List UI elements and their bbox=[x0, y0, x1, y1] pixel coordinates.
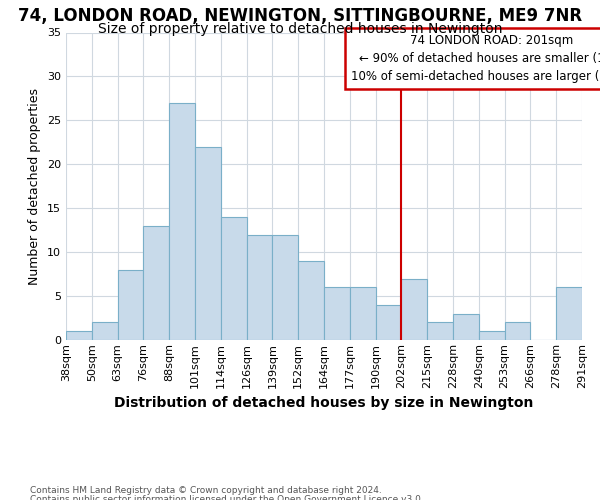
Bar bbox=[324, 288, 350, 340]
Bar bbox=[556, 288, 582, 340]
Bar bbox=[92, 322, 118, 340]
Bar bbox=[401, 278, 427, 340]
Text: 74, LONDON ROAD, NEWINGTON, SITTINGBOURNE, ME9 7NR: 74, LONDON ROAD, NEWINGTON, SITTINGBOURN… bbox=[18, 8, 582, 26]
Bar bbox=[376, 305, 401, 340]
Bar bbox=[298, 261, 324, 340]
Text: Contains public sector information licensed under the Open Government Licence v3: Contains public sector information licen… bbox=[30, 495, 424, 500]
Bar bbox=[350, 288, 376, 340]
Bar bbox=[118, 270, 143, 340]
Bar bbox=[66, 331, 92, 340]
Text: Contains HM Land Registry data © Crown copyright and database right 2024.: Contains HM Land Registry data © Crown c… bbox=[30, 486, 382, 495]
Bar bbox=[427, 322, 453, 340]
Bar bbox=[195, 146, 221, 340]
Bar bbox=[272, 234, 298, 340]
Text: 74 LONDON ROAD: 201sqm
← 90% of detached houses are smaller (136)
10% of semi-de: 74 LONDON ROAD: 201sqm ← 90% of detached… bbox=[351, 34, 600, 84]
Bar bbox=[505, 322, 530, 340]
Y-axis label: Number of detached properties: Number of detached properties bbox=[28, 88, 41, 285]
Bar bbox=[169, 103, 195, 340]
Bar bbox=[221, 217, 247, 340]
Bar bbox=[453, 314, 479, 340]
Bar bbox=[143, 226, 169, 340]
Text: Size of property relative to detached houses in Newington: Size of property relative to detached ho… bbox=[98, 22, 502, 36]
Bar bbox=[247, 234, 272, 340]
X-axis label: Distribution of detached houses by size in Newington: Distribution of detached houses by size … bbox=[115, 396, 533, 410]
Bar bbox=[479, 331, 505, 340]
